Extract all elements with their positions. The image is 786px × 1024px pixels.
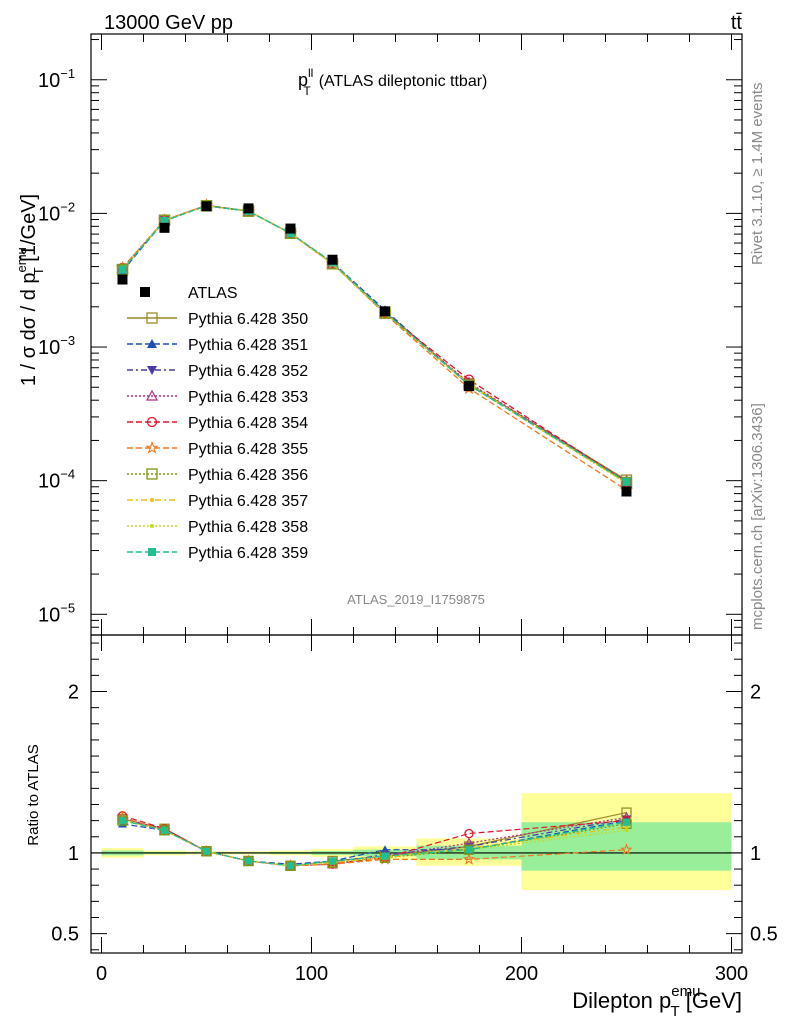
ratio-point-356 [201,846,212,857]
main-y-tick-label: 10−5 [38,600,75,626]
xlabel-main: Dilepton p [572,988,671,1013]
data-point [159,222,170,233]
ylabel-sub: T [31,267,46,275]
legend-marker-357 [150,498,154,502]
x-axis-label: Dilepton pemu T [GeV] [572,983,742,1020]
data-point [285,223,296,234]
ratio-point-357 [624,825,629,830]
ratio-point-354 [464,828,474,839]
ratio-y-tick-label: 1 [68,843,79,865]
mc-point-359 [118,265,127,274]
legend: ATLAS Pythia 6.428 350 Pythia 6.428 351 Pyt… [127,285,308,562]
legend-marker-355 [145,440,159,454]
legend-marker-350 [146,312,158,324]
legend-marker-356 [146,468,158,480]
main-y-ticks: 10−5 10−4 10−3 10−2 10−1 [38,34,742,636]
legend-marker-352 [147,366,157,375]
data-point [380,306,390,317]
main-y-tick-label: 10−2 [38,199,75,225]
ratio-point-359 [622,818,631,826]
xlabel-sup: emu [671,983,700,1000]
ratio-point-356 [159,825,170,836]
ratio-y-tick-label-right: 1 [750,843,761,865]
data-point [243,203,254,214]
title-superscript: ll [308,66,313,80]
legend-label-358: Pythia 6.428 358 [188,519,308,536]
ratio-panel: 0 100 200 3000.5 0.51 12 2 Ratio to ATLAS Dile… [25,634,778,1020]
ratio-point-356 [463,844,475,855]
data-point [327,254,338,265]
x-tick-label: 200 [505,963,538,985]
ratio-plot-area [91,793,742,891]
legend-label-352: Pythia 6.428 352 [188,363,308,380]
main-y-label: 1 / σ dσ / d pemu T [1/GeV] [14,194,46,386]
main-y-tick-label: 10−4 [38,467,75,493]
legend-label-350: Pythia 6.428 350 [188,311,308,328]
main-plot-area [115,198,634,497]
legend-marker-351 [147,339,157,348]
energy-label: 13000 GeV pp [104,12,233,34]
legend-marker-358 [150,524,154,528]
ratio-point-355 [620,843,633,856]
ratio-frame [90,634,743,954]
main-y-tick-label: 10−1 [38,66,75,92]
main-y-tick-label: 10−3 [38,333,75,359]
ratio-point-359 [286,862,295,870]
legend-label-356: Pythia 6.428 356 [188,467,308,484]
ratio-y-label: Ratio to ATLAS [25,744,42,845]
main-panel: 10−5 10−4 10−3 10−2 10−1 pll T (ATLAS dilepton… [14,33,743,636]
mc-point-359 [160,216,169,225]
ratio-point-356 [117,815,128,826]
legend-marker-354 [146,416,158,428]
ratio-point-359 [465,846,473,854]
x-tick-label: 300 [715,963,748,985]
process-label: tt̄ [731,12,743,34]
ratio-ticks: 0 100 200 3000.5 0.51 12 2 [51,635,778,985]
data-point [117,274,128,285]
legend-marker-353 [145,389,159,401]
x-tick-label: 100 [295,963,328,985]
data-point [464,381,474,392]
ratio-point-358 [624,828,629,833]
ratio-point-359 [118,817,127,825]
legend-marker-data [140,287,150,297]
legend-label-data: ATLAS [188,285,238,302]
ratio-y-tick-label: 0.5 [51,924,79,946]
ratio-point-359 [381,852,389,860]
xlabel-unit: [GeV] [680,988,742,1013]
title-main: p [298,70,308,90]
title-rest: (ATLAS dileptonic ttbar) [319,73,488,90]
ylabel-unit: [1/GeV] [18,194,40,267]
legend-marker-359 [148,548,156,556]
plot-title: pll T (ATLAS dileptonic ttbar) [298,66,487,98]
mcplots-label: mcplots.cern.ch [arXiv:1306.3436] [749,403,766,630]
ratio-line-354 [122,815,627,867]
ratio-y-tick-label-right: 0.5 [750,924,778,946]
ratio-point-359 [244,857,253,865]
ratio-point-359 [160,826,169,834]
legend-label-351: Pythia 6.428 351 [188,337,308,354]
analysis-watermark: ATLAS_2019_I1759875 [347,592,485,607]
legend-label-353: Pythia 6.428 353 [188,389,308,406]
title-subscript: T [303,84,311,98]
legend-label-354: Pythia 6.428 354 [188,415,308,432]
ylabel-main: 1 / σ dσ / d p [18,272,40,386]
ratio-point-359 [328,857,337,865]
mc-point-359 [622,477,631,486]
xlabel-sub: T [670,1003,679,1020]
ratio-point-359 [202,847,211,855]
rivet-label: Rivet 3.1.10, ≥ 1.4M events [749,83,766,266]
data-point [621,486,632,497]
legend-label-359: Pythia 6.428 359 [188,545,308,562]
data-point [201,201,212,212]
ylabel-sup: emu [14,247,29,272]
legend-label-357: Pythia 6.428 357 [188,493,308,510]
ratio-y-tick-label: 2 [68,681,79,703]
x-tick-label: 0 [96,963,107,985]
ratio-y-tick-label-right: 2 [750,681,761,703]
ratio-point-355 [462,852,476,865]
legend-label-355: Pythia 6.428 355 [188,441,308,458]
